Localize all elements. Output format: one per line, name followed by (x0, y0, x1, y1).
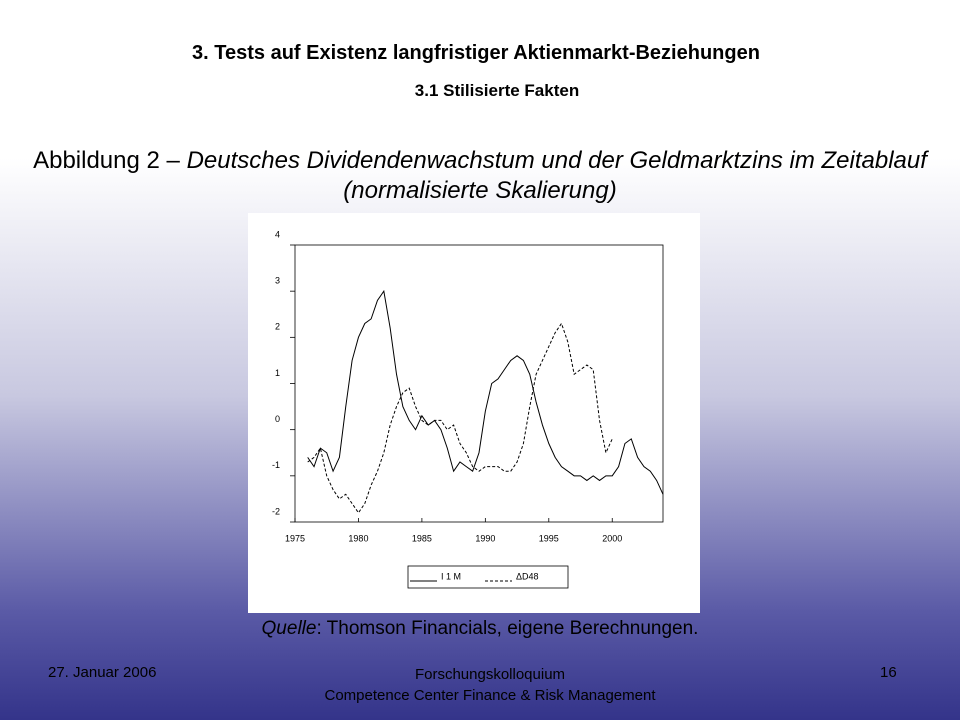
footer-line: Forschungskolloquium (414, 666, 566, 683)
slide-title: 3. Tests auf Existenz langfristiger Akti… (192, 42, 760, 64)
x-tick-label: 1975 (285, 533, 305, 543)
footer-page: 16 (880, 664, 897, 681)
series-line (307, 289, 664, 495)
footer-date: 27. Januar 2006 (48, 664, 157, 681)
y-tick-label: -2 (272, 506, 280, 516)
x-tick-label: 2000 (602, 533, 622, 543)
legend-label: ΔD48 (516, 571, 539, 581)
x-tick-label: 1980 (348, 533, 368, 543)
caption-prefix: Abbildung 2 – (33, 147, 187, 174)
x-tick-label: 1985 (412, 533, 432, 543)
chart: -2 -1 0 1 2 3 4 1975 1980 1985 1990 1995 2000 I 1 M ΔD… (248, 213, 700, 613)
x-tick-label: 1995 (539, 533, 559, 543)
plot-area: -2 -1 0 1 2 3 4 1975 1980 1985 1990 1995 2000 I 1 M ΔD… (272, 229, 664, 582)
source-label: Quelle (261, 618, 317, 639)
x-tick-label: 1990 (475, 533, 495, 543)
chart-background (248, 213, 700, 613)
source-note: Quelle: Thomson Financials, eigene Berec… (0, 618, 960, 640)
source-text: : Thomson Financials, eigene Berechnunge… (316, 618, 699, 639)
y-tick-label: 4 (275, 229, 280, 239)
y-tick-label: 1 (275, 368, 280, 378)
legend-box (407, 565, 569, 589)
y-tick-label: 0 (275, 414, 280, 424)
y-tick-label: -1 (272, 460, 280, 470)
caption-text: Deutsches Dividendenwachstum und der Gel… (186, 147, 927, 204)
y-tick-label: 3 (275, 276, 280, 286)
series-line (307, 322, 613, 514)
footer-center: Forschungskolloquium Competence Center Fi… (240, 664, 740, 706)
slide-subtitle: 3.1 Stilisierte Fakten (414, 81, 580, 100)
footer-line: Competence Center Finance & Risk Managem… (324, 687, 656, 704)
y-tick-label: 2 (275, 322, 280, 332)
figure-caption: Abbildung 2 – Deutsches Dividendenwachst… (30, 146, 930, 206)
legend-label: I 1 M (441, 571, 461, 581)
